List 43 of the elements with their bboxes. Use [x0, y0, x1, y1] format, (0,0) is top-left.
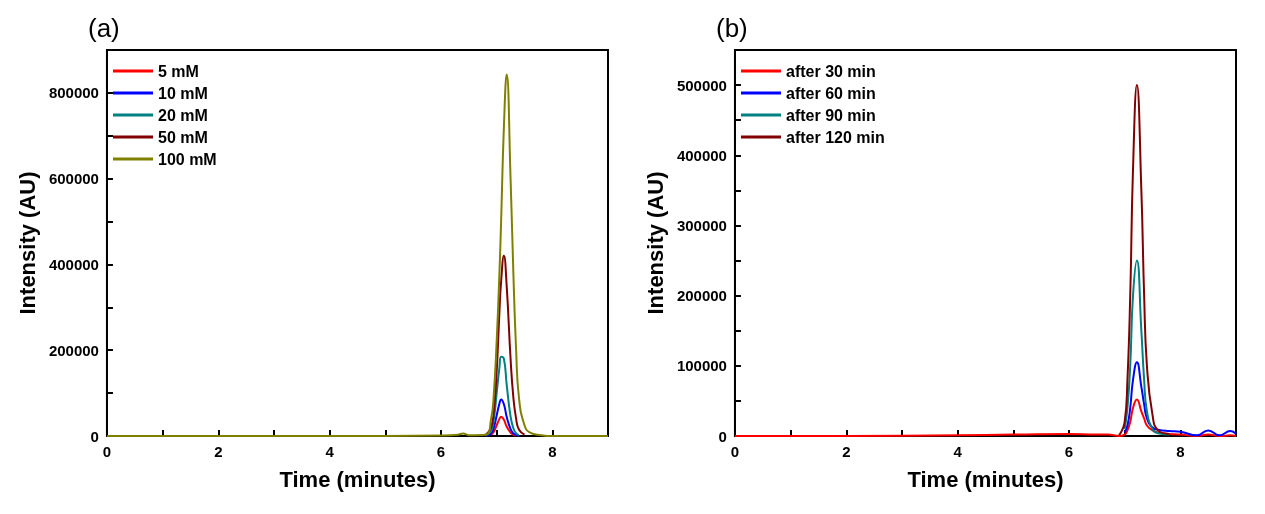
legend-label: 100 mM [158, 150, 217, 168]
x-tick-label: 6 [1064, 443, 1074, 460]
legend-label: 20 mM [158, 106, 208, 124]
y-tick-label: 0 [718, 427, 727, 445]
legend-label: 50 mM [158, 128, 208, 146]
legend-label: after 60 min [786, 84, 876, 102]
x-axis-title: Time (minutes) [907, 466, 1064, 492]
line-series [484, 355, 520, 437]
y-tick-label: 600000 [48, 170, 99, 188]
x-tick-label: 8 [1176, 443, 1185, 460]
legend-label: after 90 min [786, 106, 876, 124]
x-tick-label: 4 [953, 443, 963, 460]
y-tick-label: 0 [90, 427, 99, 445]
legend-label: 10 mM [158, 84, 208, 102]
y-axis-title: Intensity (AU) [14, 171, 40, 315]
line-series [1123, 259, 1171, 436]
legend-label: after 120 min [786, 128, 885, 146]
x-tick-label: 0 [102, 443, 112, 460]
y-tick-label: 800000 [48, 84, 99, 102]
line-series [733, 398, 1237, 437]
x-axis-title: Time (minutes) [279, 466, 436, 492]
y-tick-label: 500000 [676, 76, 727, 94]
chart-title: (a) [88, 13, 120, 43]
y-tick-label: 200000 [676, 287, 727, 305]
line-series [1123, 361, 1237, 437]
legend-label: after 30 min [786, 62, 876, 80]
chart-title: (b) [716, 13, 748, 43]
legend-label: 5 mM [158, 62, 199, 80]
line-series [484, 254, 526, 437]
line-series [490, 415, 518, 437]
y-tick-label: 200000 [48, 341, 99, 359]
x-tick-label: 0 [730, 443, 740, 460]
line-series [1118, 84, 1171, 437]
y-tick-label: 100000 [676, 357, 727, 375]
y-axis-title: Intensity (AU) [642, 171, 668, 315]
y-tick-label: 400000 [48, 255, 99, 273]
x-tick-label: 8 [548, 443, 557, 460]
y-tick-label: 400000 [676, 146, 727, 164]
x-tick-label: 6 [436, 443, 446, 460]
x-tick-label: 2 [842, 443, 851, 460]
x-tick-label: 4 [325, 443, 335, 460]
y-tick-label: 300000 [676, 216, 727, 234]
x-tick-label: 2 [214, 443, 223, 460]
